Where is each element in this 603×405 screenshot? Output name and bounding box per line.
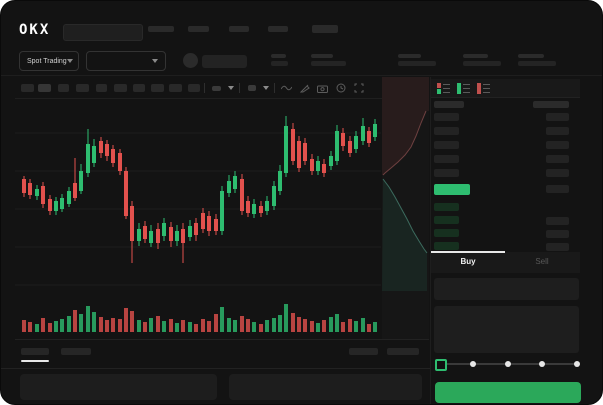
- orderbook-toolbar: [431, 79, 580, 98]
- buy-submit-button[interactable]: [435, 382, 581, 403]
- slider-stop-dot[interactable]: [470, 361, 476, 367]
- ask-row-amount: [546, 141, 569, 149]
- ask-row-amount: [546, 155, 569, 163]
- stat-label: [518, 54, 544, 58]
- timeframe-button[interactable]: [133, 84, 145, 92]
- pair-name-placeholder: [202, 55, 247, 68]
- chart-style-icon[interactable]: [245, 82, 258, 94]
- slider-stop-dot[interactable]: [505, 361, 511, 367]
- bid-row-price[interactable]: [434, 203, 459, 211]
- tab-sell[interactable]: Sell: [535, 257, 549, 266]
- stat-value: [271, 61, 288, 66]
- last-price-amount: [546, 185, 569, 193]
- orderbook-split-view-icon[interactable]: [437, 83, 450, 94]
- price-input[interactable]: [434, 278, 579, 300]
- ask-row-price[interactable]: [434, 169, 459, 177]
- chart-bottom-divider: [15, 339, 429, 340]
- nav-item[interactable]: [148, 26, 174, 32]
- orders-action[interactable]: [387, 348, 419, 355]
- okx-logo: OKX: [19, 22, 51, 38]
- timeframe-button[interactable]: [76, 84, 89, 92]
- orderbook-bids-view-icon[interactable]: [457, 83, 470, 94]
- stat-label: [271, 54, 286, 58]
- orderbook-header-amount: [533, 101, 569, 108]
- orders-panel: [20, 374, 217, 400]
- chevron-down-icon[interactable]: [263, 86, 269, 90]
- stat-label: [463, 54, 488, 58]
- orderbook-asks-view-icon[interactable]: [477, 83, 490, 94]
- timeframe-button[interactable]: [151, 84, 164, 92]
- ask-row-price[interactable]: [434, 127, 459, 135]
- orderbook-header-price: [434, 101, 464, 108]
- timeframe-button[interactable]: [169, 84, 182, 92]
- bid-row-price[interactable]: [434, 229, 459, 237]
- timeframe-button[interactable]: [96, 84, 107, 92]
- pair-dropdown[interactable]: [86, 51, 166, 71]
- amount-input[interactable]: [434, 306, 579, 353]
- timeframe-button[interactable]: [114, 84, 127, 92]
- coin-avatar: [183, 53, 198, 68]
- trade-tab-bar: [431, 252, 580, 273]
- stat-value: [463, 61, 501, 66]
- fullscreen-icon[interactable]: [352, 82, 365, 94]
- orders-panel: [229, 374, 422, 400]
- orders-tab-active[interactable]: [21, 348, 49, 355]
- ask-row-amount: [546, 169, 569, 177]
- slider-handle[interactable]: [435, 359, 447, 371]
- market-type-label: Spot Trading: [27, 57, 67, 65]
- active-orders-tab-underline: [21, 360, 49, 362]
- draw-pencil-icon[interactable]: [298, 82, 311, 94]
- timeframe-button[interactable]: [21, 84, 34, 92]
- market-type-selector[interactable]: Spot Trading: [19, 51, 79, 71]
- bid-row-price[interactable]: [434, 216, 459, 224]
- active-tab-indicator: [431, 251, 505, 253]
- timeframe-button[interactable]: [188, 84, 200, 92]
- toolbar-divider: [15, 98, 429, 99]
- bid-row-amount: [546, 217, 569, 225]
- divider: [239, 83, 240, 93]
- nav-item[interactable]: [188, 26, 209, 32]
- search-input[interactable]: [63, 24, 143, 41]
- chevron-down-icon: [66, 59, 73, 63]
- last-price-badge[interactable]: [434, 184, 470, 195]
- chevron-down-icon[interactable]: [228, 86, 234, 90]
- orders-action[interactable]: [349, 348, 378, 355]
- stat-label: [311, 54, 333, 58]
- history-clock-icon[interactable]: [334, 82, 347, 94]
- bid-row-amount: [546, 243, 569, 251]
- header-divider: [1, 75, 602, 76]
- slider-stop-dot[interactable]: [539, 361, 545, 367]
- divider: [274, 83, 275, 93]
- panel-divider: [430, 77, 431, 404]
- stat-label: [398, 54, 421, 58]
- timeframe-button[interactable]: [58, 84, 69, 92]
- nav-item[interactable]: [229, 26, 249, 32]
- chevron-down-icon: [152, 59, 158, 63]
- slider-stop-dot[interactable]: [574, 361, 580, 367]
- tab-buy[interactable]: Buy: [460, 257, 476, 266]
- chart-tools: [204, 82, 365, 94]
- stat-value: [398, 61, 436, 66]
- ask-row-price[interactable]: [434, 113, 459, 121]
- bid-row-amount: [546, 230, 569, 238]
- nav-item[interactable]: [312, 25, 338, 33]
- orders-divider: [1, 368, 431, 369]
- divider: [204, 83, 205, 93]
- orders-tab[interactable]: [61, 348, 91, 355]
- ask-row-amount: [546, 127, 569, 135]
- bid-row-price[interactable]: [434, 242, 459, 250]
- ask-row-amount: [546, 113, 569, 121]
- indicator-menu-icon[interactable]: [210, 82, 223, 94]
- ask-row-price[interactable]: [434, 141, 459, 149]
- line-tool-icon[interactable]: [280, 82, 293, 94]
- nav-item[interactable]: [268, 26, 288, 32]
- camera-snapshot-icon[interactable]: [316, 82, 329, 94]
- timeframe-button[interactable]: [38, 84, 51, 92]
- stat-value: [518, 61, 556, 66]
- ask-row-price[interactable]: [434, 155, 459, 163]
- stat-value: [311, 61, 346, 66]
